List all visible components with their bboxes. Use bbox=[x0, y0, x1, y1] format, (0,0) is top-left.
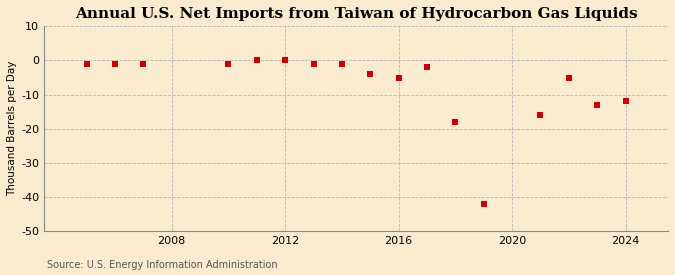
Point bbox=[81, 62, 92, 66]
Point bbox=[422, 65, 433, 70]
Point bbox=[109, 62, 120, 66]
Text: Source: U.S. Energy Information Administration: Source: U.S. Energy Information Administ… bbox=[47, 260, 278, 270]
Title: Annual U.S. Net Imports from Taiwan of Hydrocarbon Gas Liquids: Annual U.S. Net Imports from Taiwan of H… bbox=[75, 7, 637, 21]
Point bbox=[564, 75, 574, 80]
Point bbox=[279, 58, 290, 63]
Point bbox=[394, 75, 404, 80]
Point bbox=[620, 99, 631, 104]
Point bbox=[479, 202, 489, 206]
Point bbox=[337, 62, 348, 66]
Point bbox=[365, 72, 376, 76]
Point bbox=[308, 62, 319, 66]
Point bbox=[592, 103, 603, 107]
Point bbox=[450, 120, 461, 124]
Point bbox=[251, 58, 262, 63]
Y-axis label: Thousand Barrels per Day: Thousand Barrels per Day bbox=[7, 61, 17, 196]
Point bbox=[138, 62, 148, 66]
Point bbox=[535, 113, 546, 117]
Point bbox=[223, 62, 234, 66]
